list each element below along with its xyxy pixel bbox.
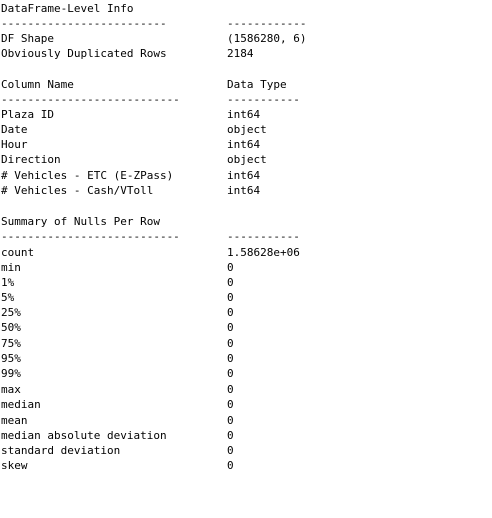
columns-header: Column Name Data Type: [1, 77, 287, 92]
row-label: Obviously Duplicated Rows: [1, 47, 167, 60]
dataframe-info-row: DF Shape (1586280, 6): [1, 31, 306, 46]
stat-label: 5%: [1, 291, 15, 304]
stat-label: standard deviation: [1, 444, 121, 457]
stat-value: 0: [227, 459, 234, 472]
column-row: Date object: [1, 122, 267, 137]
row-value: (1586280, 6): [227, 32, 307, 45]
stat-row: skew 0: [1, 458, 234, 473]
rule-left: ---------------------------: [1, 230, 180, 243]
column-name: Hour: [1, 138, 28, 151]
column-name: Plaza ID: [1, 108, 54, 121]
stat-label: median absolute deviation: [1, 429, 167, 442]
stat-row: 25% 0: [1, 305, 234, 320]
column-type: int64: [227, 169, 261, 182]
column-row: Direction object: [1, 152, 267, 167]
stat-label: 95%: [1, 352, 21, 365]
stat-label: 25%: [1, 306, 21, 319]
column-row: # Vehicles - Cash/VToll int64: [1, 183, 260, 198]
stat-row: count 1.58628e+06: [1, 245, 300, 260]
stat-value: 0: [227, 276, 234, 289]
column-name: Date: [1, 123, 28, 136]
stat-value: 0: [227, 383, 234, 396]
column-name: # Vehicles - Cash/VToll: [1, 184, 154, 197]
stat-value: 0: [227, 291, 234, 304]
rule-right: ------------: [227, 17, 307, 30]
stat-value: 0: [227, 261, 234, 274]
stat-value: 0: [227, 367, 234, 380]
stat-label: min: [1, 261, 21, 274]
stat-row: 50% 0: [1, 320, 234, 335]
stat-row: 1% 0: [1, 275, 234, 290]
stat-row: 75% 0: [1, 336, 234, 351]
rule-left: -------------------------: [1, 17, 167, 30]
stat-value: 0: [227, 429, 234, 442]
dataframe-info-row: Obviously Duplicated Rows 2184: [1, 46, 254, 61]
stat-row: median 0: [1, 397, 234, 412]
columns-rule: --------------------------- -----------: [1, 92, 300, 107]
dataframe-info-rule: ------------------------- ------------: [1, 16, 306, 31]
column-row: # Vehicles - ETC (E-ZPass) int64: [1, 168, 260, 183]
stat-label: 99%: [1, 367, 21, 380]
stat-row: 5% 0: [1, 290, 234, 305]
column-type: object: [227, 123, 267, 136]
stat-row: median absolute deviation 0: [1, 428, 234, 443]
column-type: int64: [227, 138, 261, 151]
column-name: # Vehicles - ETC (E-ZPass): [1, 169, 174, 182]
column-name: Direction: [1, 153, 61, 166]
stat-label: median: [1, 398, 41, 411]
column-row: Hour int64: [1, 137, 260, 152]
stat-label: count: [1, 246, 35, 259]
column-type: int64: [227, 108, 261, 121]
stat-row: 95% 0: [1, 351, 234, 366]
rule-right: -----------: [227, 93, 300, 106]
stat-label: 50%: [1, 321, 21, 334]
stat-label: max: [1, 383, 21, 396]
stat-row: min 0: [1, 260, 234, 275]
column-type: int64: [227, 184, 261, 197]
stat-value: 0: [227, 337, 234, 350]
stat-value: 0: [227, 352, 234, 365]
column-name-header: Column Name: [1, 78, 74, 91]
rule-left: ---------------------------: [1, 93, 180, 106]
stat-value: 0: [227, 321, 234, 334]
row-value: 2184: [227, 47, 254, 60]
stat-label: 1%: [1, 276, 15, 289]
stat-value: 0: [227, 398, 234, 411]
stat-row: standard deviation 0: [1, 443, 234, 458]
stat-value: 0: [227, 306, 234, 319]
stat-value: 0: [227, 414, 234, 427]
nulls-summary-title: Summary of Nulls Per Row: [1, 215, 160, 228]
dataframe-info-title: DataFrame-Level Info: [1, 2, 134, 15]
stat-label: 75%: [1, 337, 21, 350]
stat-row: 99% 0: [1, 366, 234, 381]
stat-label: mean: [1, 414, 28, 427]
rule-right: -----------: [227, 230, 300, 243]
stat-row: mean 0: [1, 413, 234, 428]
stat-row: max 0: [1, 382, 234, 397]
column-type: object: [227, 153, 267, 166]
stat-value: 1.58628e+06: [227, 246, 300, 259]
row-label: DF Shape: [1, 32, 54, 45]
stat-label: skew: [1, 459, 28, 472]
dataframe-report: DataFrame-Level Info -------------------…: [1, 2, 306, 473]
stat-value: 0: [227, 444, 234, 457]
data-type-header: Data Type: [227, 78, 287, 91]
column-row: Plaza ID int64: [1, 107, 260, 122]
nulls-summary-rule: --------------------------- -----------: [1, 229, 300, 244]
